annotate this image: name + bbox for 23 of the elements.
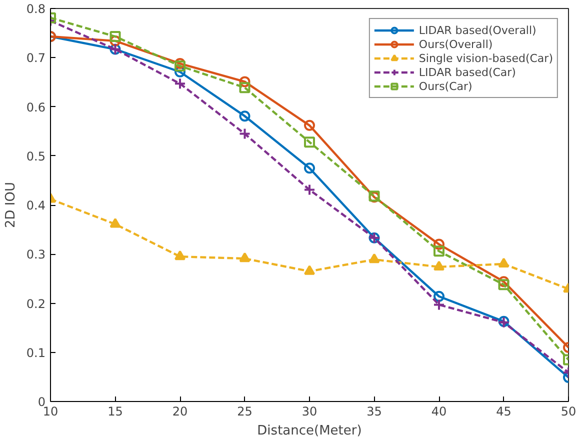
x-axis-title: Distance(Meter) bbox=[257, 424, 362, 438]
y-tick-label: 0.6 bbox=[26, 100, 46, 114]
y-tick-label: 0.4 bbox=[26, 198, 46, 212]
y-tick-label: 0.8 bbox=[26, 2, 46, 16]
y-tick-label: 0.7 bbox=[26, 51, 46, 66]
x-tick-label: 50 bbox=[560, 404, 576, 418]
y-tick-label: 0.3 bbox=[26, 248, 46, 262]
x-tick-label: 25 bbox=[237, 404, 252, 418]
legend-label: LIDAR based(Overall) bbox=[418, 23, 536, 37]
x-tick-label: 20 bbox=[172, 404, 188, 418]
y-tick-label: 0.5 bbox=[26, 149, 46, 164]
y-tick-label: 0.1 bbox=[26, 346, 46, 360]
x-tick-label: 15 bbox=[108, 404, 123, 418]
x-tick-label: 35 bbox=[366, 404, 382, 418]
y-axis-title: 2D IOU bbox=[3, 182, 18, 228]
x-tick-label: 45 bbox=[496, 404, 512, 418]
x-tick-label: 40 bbox=[431, 404, 447, 418]
legend-label: Single vision-based(Car) bbox=[418, 51, 553, 65]
legend-label: Ours(Car) bbox=[418, 79, 472, 93]
legend-label: LIDAR based(Car) bbox=[418, 65, 516, 79]
x-tick-label: 30 bbox=[302, 404, 318, 418]
y-tick-label: 0.2 bbox=[26, 296, 46, 311]
legend-label: Ours(Overall) bbox=[418, 37, 493, 51]
